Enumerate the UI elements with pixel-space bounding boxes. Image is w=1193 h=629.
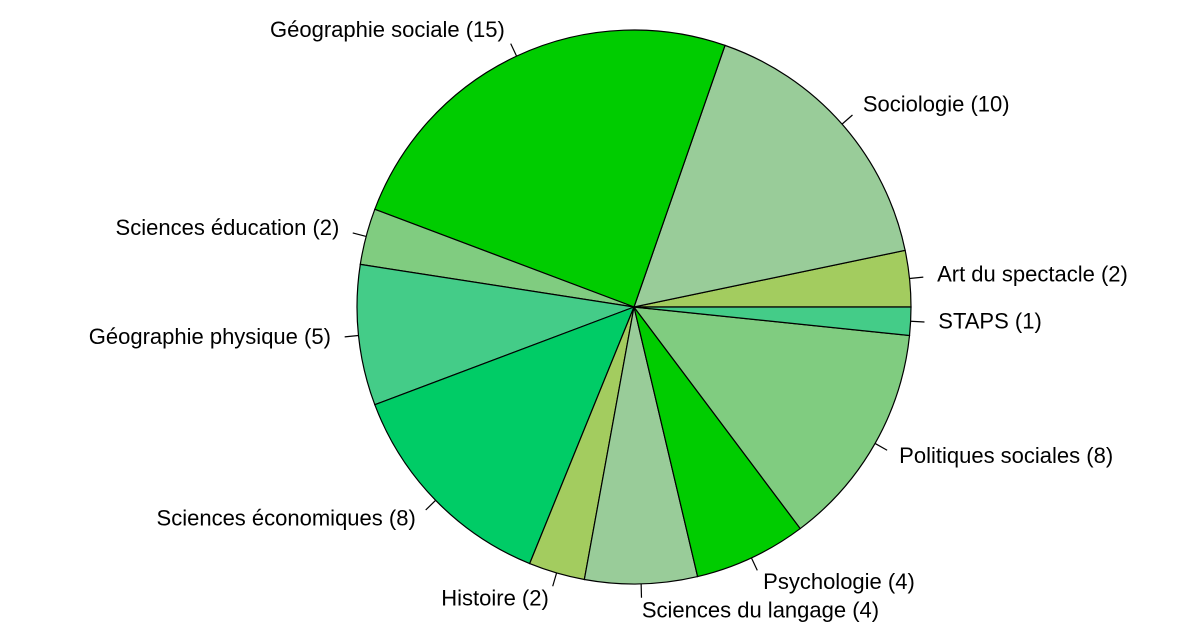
slice-label: Politiques sociales (8)	[899, 443, 1113, 468]
slice-label: Sciences éducation (2)	[116, 215, 340, 240]
label-tick	[344, 334, 359, 338]
label-tick	[425, 499, 437, 511]
pie-slice	[356, 263, 637, 406]
pie-slice	[374, 29, 726, 308]
label-tick	[352, 232, 367, 238]
slice-label: STAPS (1)	[938, 308, 1042, 333]
label-tick	[510, 43, 518, 57]
pie-slice	[583, 306, 699, 585]
slice-label: Géographie physique (5)	[89, 324, 331, 349]
pie-slice	[374, 305, 636, 565]
label-tick	[750, 557, 758, 571]
label-tick	[910, 320, 925, 323]
pie-slice	[633, 306, 802, 578]
slice-label: Sciences économiques (8)	[157, 505, 416, 530]
label-tick	[909, 276, 924, 280]
label-tick	[552, 572, 558, 587]
pie-slice	[632, 306, 911, 530]
slice-label: Géographie sociale (15)	[270, 17, 505, 42]
label-tick	[874, 442, 888, 451]
slice-label: Sociologie (10)	[863, 92, 1010, 117]
label-tick	[841, 114, 853, 125]
slice-label: Art du spectacle (2)	[937, 261, 1128, 286]
pie-slice	[633, 306, 912, 337]
slice-label: Sciences du langage (4)	[642, 597, 879, 622]
slice-label: Histoire (2)	[441, 585, 549, 610]
pie-slice	[633, 44, 906, 308]
slice-label: Psychologie (4)	[763, 569, 915, 594]
